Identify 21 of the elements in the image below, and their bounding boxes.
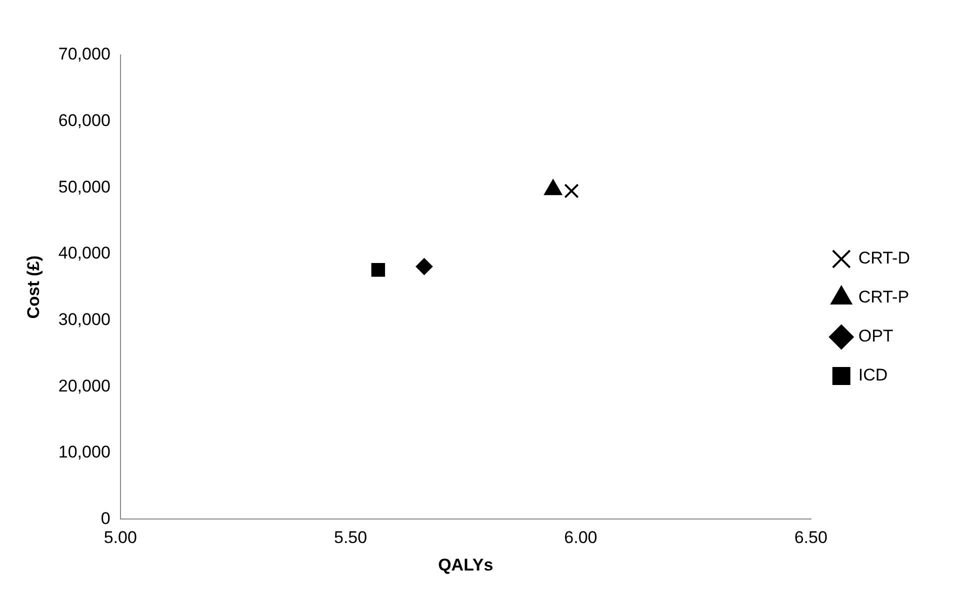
y-tick-label: 50,000 bbox=[58, 177, 110, 196]
point bbox=[416, 258, 433, 276]
y-axis-title: Cost (£) bbox=[24, 255, 43, 319]
y-tick-label: 40,000 bbox=[58, 244, 110, 263]
point bbox=[564, 184, 579, 198]
x-axis-title: QALYs bbox=[438, 555, 494, 574]
x-tick-label: 5.00 bbox=[104, 528, 137, 548]
y-tick-label: 60,000 bbox=[58, 111, 110, 130]
y-tick-label: 10,000 bbox=[58, 442, 110, 462]
legend-label: CRT-P bbox=[858, 288, 910, 307]
x-tick-label: 6.50 bbox=[794, 528, 828, 548]
point bbox=[371, 262, 386, 277]
x-tick-label: 5.50 bbox=[334, 528, 368, 548]
y-tick-label: 0 bbox=[100, 508, 110, 528]
x-tick-label: 6.00 bbox=[564, 528, 598, 548]
legend-label: CRT-D bbox=[858, 248, 910, 268]
y-tick-label: 70,000 bbox=[58, 44, 110, 64]
y-tick-label: 30,000 bbox=[58, 310, 110, 329]
legend-label: ICD bbox=[858, 366, 888, 385]
legend-label: OPT bbox=[858, 326, 894, 346]
y-tick-label: 20,000 bbox=[58, 376, 110, 396]
